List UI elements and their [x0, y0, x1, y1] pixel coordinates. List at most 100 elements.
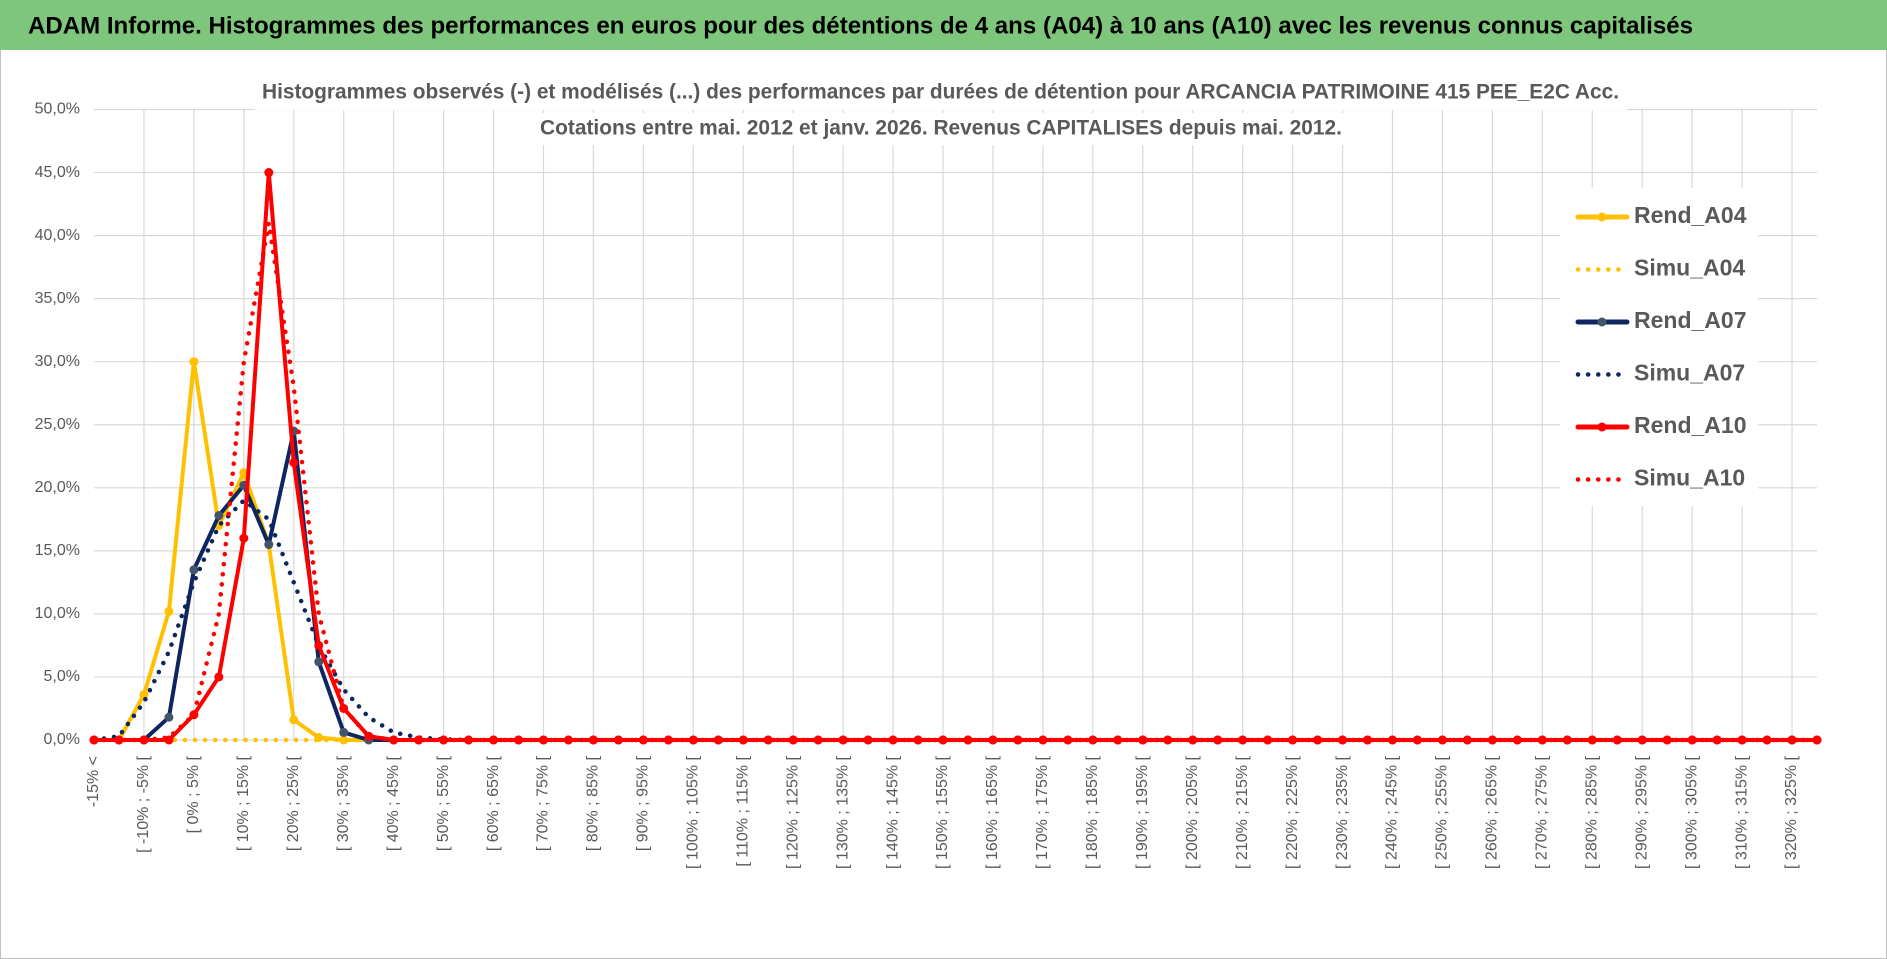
x-tick-label: [ 120% ; 125% [: [784, 755, 801, 869]
point: [314, 640, 324, 650]
point: [339, 727, 349, 737]
point: [1038, 735, 1048, 745]
x-tick-label: [ 160% ; 165% [: [984, 755, 1001, 869]
x-tick-label: [ 170% ; 175% [: [1034, 755, 1051, 869]
y-tick-label: 20,0%: [35, 479, 80, 496]
point: [1063, 735, 1073, 745]
title-bg: [255, 76, 1627, 110]
point: [264, 168, 274, 178]
observed-line: [92, 170, 1819, 742]
legend-label: Simu_A04: [1634, 255, 1745, 281]
x-tick-label: [ 30% ; 35% [: [335, 755, 352, 851]
legend-marker: [1597, 422, 1607, 432]
x-tick-label: [ 70% ; 75% [: [535, 755, 552, 851]
point: [289, 715, 299, 725]
x-tick-label: [ 80% ; 85% [: [585, 755, 602, 851]
header-bar: [0, 0, 1887, 50]
point: [738, 735, 748, 745]
point: [514, 735, 524, 745]
x-tick-label: [ 310% ; 315% [: [1733, 755, 1750, 869]
y-tick-label: 10,0%: [35, 605, 80, 622]
x-tick-label: [ 10% ; 15% [: [235, 755, 252, 851]
x-tick-label: [ 110% ; 115% [: [734, 755, 751, 866]
legend-label: Rend_A07: [1634, 307, 1746, 333]
x-tick-label: [ 280% ; 285% [: [1583, 755, 1600, 869]
point: [1263, 735, 1273, 745]
point: [464, 735, 474, 745]
y-tick-label: 25,0%: [35, 416, 80, 433]
x-tick-label: [ 200% ; 205% [: [1184, 755, 1201, 869]
point: [1637, 735, 1647, 745]
x-tick-label: [ 90% ; 95% [: [635, 755, 652, 851]
point: [1587, 735, 1597, 745]
legend-label: Rend_A10: [1634, 412, 1746, 438]
y-tick-label: 15,0%: [35, 542, 80, 559]
point: [563, 735, 573, 745]
point: [638, 735, 648, 745]
point: [339, 735, 349, 745]
point: [1537, 735, 1547, 745]
chart-title: Histogrammes observés (-) et modélisés (…: [262, 81, 1619, 104]
legend-label: Simu_A10: [1634, 465, 1745, 491]
x-tick-label: [ 100% ; 105% [: [685, 755, 702, 869]
point: [838, 735, 848, 745]
x-tick-label: [ 320% ; 325% [: [1783, 755, 1800, 869]
y-tick-label: 45,0%: [35, 164, 80, 181]
grid: 0,0% 5,0% 10,0% 15,0% 20,0% 25,0% 30,0% 35,0% 40…: [35, 101, 1817, 869]
point: [1687, 735, 1697, 745]
point: [1163, 735, 1173, 745]
point: [1313, 735, 1323, 745]
point: [314, 657, 324, 667]
x-tick-label: [ 180% ; 185% [: [1084, 755, 1101, 869]
point: [164, 606, 174, 616]
point: [164, 712, 174, 722]
point: [214, 511, 224, 521]
x-tick-label: [ 140% ; 145% [: [884, 755, 901, 869]
x-tick-label: [ 230% ; 235% [: [1334, 755, 1351, 869]
point: [289, 458, 299, 468]
point: [189, 357, 199, 367]
point: [414, 735, 424, 745]
point: [1412, 735, 1422, 745]
legend-bg: [1560, 188, 1758, 506]
x-tick-label: [ 60% ; 65% [: [485, 755, 502, 851]
point: [988, 735, 998, 745]
y-tick-label: 0,0%: [44, 731, 80, 748]
point: [1812, 735, 1822, 745]
point: [1512, 735, 1522, 745]
x-tick-label: [ 210% ; 215% [: [1234, 755, 1251, 869]
point: [239, 533, 249, 543]
point: [688, 735, 698, 745]
point: [888, 735, 898, 745]
point: [1088, 735, 1098, 745]
point: [613, 735, 623, 745]
y-tick-label: 30,0%: [35, 353, 80, 370]
legend: Rend_A04 Simu_A04 Rend_A07 Simu_A07 Rend_A10…: [1575, 202, 1747, 491]
x-tick-label: [ 220% ; 225% [: [1284, 755, 1301, 869]
legend-marker: [1597, 212, 1607, 222]
point: [114, 735, 124, 745]
point: [1737, 735, 1747, 745]
header-title: ADAM Informe. Histogrammes des performan…: [28, 12, 1693, 39]
point: [1213, 735, 1223, 745]
point: [938, 735, 948, 745]
x-tick-label: [ 300% ; 305% [: [1683, 755, 1700, 869]
legend-label: Simu_A07: [1634, 360, 1745, 386]
point: [1113, 735, 1123, 745]
point: [189, 565, 199, 575]
y-tick-label: 35,0%: [35, 290, 80, 307]
x-tick-label: [ 290% ; 295% [: [1633, 755, 1650, 869]
point: [214, 672, 224, 682]
x-tick-label: [ -10% ; -5% [: [135, 755, 152, 852]
x-tick-label: -15% <: [85, 756, 102, 807]
legend-label: Rend_A04: [1634, 202, 1747, 228]
plot: [89, 168, 1822, 745]
x-tick-label: [ 270% ; 275% [: [1534, 755, 1551, 869]
subtitle-bg: [530, 113, 1352, 145]
x-tick-label: [ 240% ; 245% [: [1384, 755, 1401, 869]
point: [1787, 735, 1797, 745]
x-tick-label: [ 50% ; 55% [: [435, 755, 452, 851]
point: [264, 540, 274, 550]
